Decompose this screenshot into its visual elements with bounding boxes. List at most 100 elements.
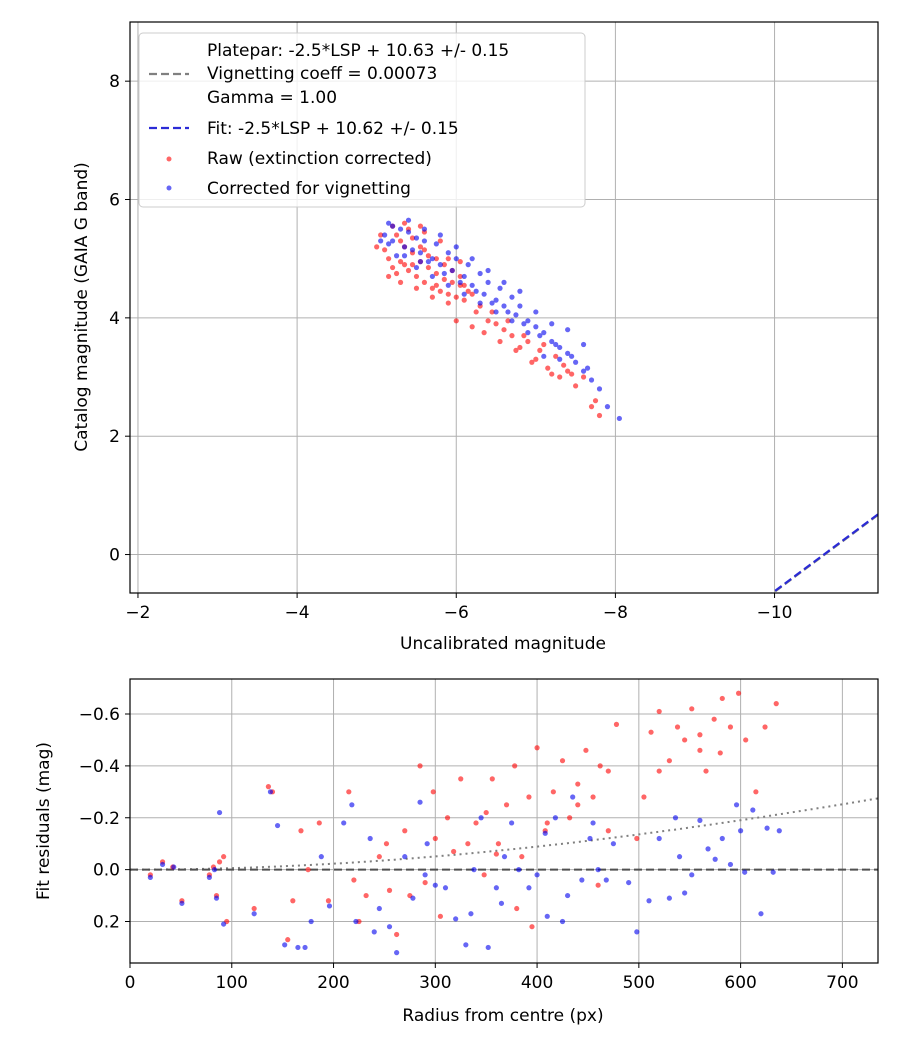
y-tick-label: 0.0 [93, 861, 120, 881]
corrected-point [382, 232, 388, 238]
corrected-point [579, 877, 585, 883]
corrected-point [179, 900, 185, 906]
raw-point [505, 318, 511, 324]
corrected-point [394, 950, 400, 956]
raw-point [762, 724, 768, 730]
top-x-axis-label: Uncalibrated magnitude [400, 634, 606, 654]
corrected-point [537, 333, 543, 339]
corrected-point [393, 253, 400, 259]
corrected-point [604, 404, 611, 410]
corrected-point [750, 807, 756, 813]
raw-point [534, 745, 540, 751]
raw-point [588, 404, 595, 410]
corrected-point [461, 273, 467, 280]
raw-point [719, 695, 725, 702]
top-scatter-points [374, 217, 622, 422]
corrected-point [422, 872, 428, 878]
raw-point [305, 867, 311, 873]
corrected-point [485, 279, 491, 285]
corrected-point [386, 924, 393, 930]
raw-point [401, 220, 408, 226]
raw-point [682, 737, 688, 743]
raw-point [697, 747, 703, 753]
corrected-point [367, 835, 373, 842]
corrected-point [389, 238, 396, 244]
raw-point [432, 835, 438, 842]
corrected-point [473, 288, 479, 294]
corrected-point [171, 864, 177, 870]
corrected-point [432, 882, 438, 888]
corrected-point [610, 841, 617, 847]
corrected-point [251, 911, 257, 917]
corrected-point [697, 817, 703, 823]
corrected-point [590, 820, 596, 826]
raw-point [526, 794, 532, 800]
corrected-point [666, 895, 672, 901]
raw-point [389, 264, 396, 271]
raw-point [648, 729, 654, 735]
corrected-point [587, 835, 593, 842]
corrected-point [413, 264, 420, 271]
raw-point [573, 383, 579, 389]
corrected-point [557, 344, 563, 351]
corrected-point [267, 789, 274, 795]
corrected-point [541, 330, 547, 336]
raw-point [503, 802, 510, 808]
corrected-point [498, 900, 505, 906]
corrected-point [549, 338, 555, 345]
raw-point [497, 338, 503, 345]
raw-point [444, 815, 451, 821]
corrected-point [557, 356, 563, 362]
raw-point [489, 776, 495, 782]
corrected-point [216, 809, 223, 816]
residuals-plot: 0 100 200 300 400 500 600 700 0.2 0.0 −0.2 −0.4 −0.6… [34, 678, 879, 1026]
top-axes-frame [129, 21, 879, 594]
raw-point [483, 809, 489, 816]
raw-point [773, 701, 779, 707]
top-y-axis-label: Catalog magnitude (GAIA G band) [72, 162, 92, 452]
raw-point [445, 300, 451, 306]
raw-point [378, 232, 384, 238]
x-tick-label: 300 [419, 973, 451, 993]
corrected-point [489, 300, 495, 306]
corrected-point [764, 825, 770, 831]
corrected-point [468, 911, 474, 917]
corrected-point [719, 835, 725, 842]
corrected-point [401, 253, 408, 259]
corrected-point [376, 905, 382, 912]
corrected-point [471, 867, 477, 873]
raw-point [545, 365, 551, 371]
raw-point [501, 327, 507, 333]
corrected-point [634, 929, 640, 935]
raw-point [553, 353, 559, 359]
raw-point [425, 264, 432, 271]
bottom-ticks: 0 100 200 300 400 500 600 700 0.2 0.0 −0.2 −0.4 −0.6 [79, 705, 859, 993]
raw-point [666, 758, 672, 764]
raw-point [529, 359, 535, 365]
corrected-point [501, 279, 507, 285]
corrected-point [573, 359, 579, 365]
corrected-point [738, 828, 744, 834]
raw-point [753, 789, 759, 795]
corrected-point [461, 291, 467, 297]
corrected-point [417, 250, 424, 256]
corrected-point [389, 223, 396, 229]
corrected-point [525, 330, 531, 336]
raw-point [374, 244, 380, 250]
raw-point [325, 898, 332, 904]
corrected-point [588, 377, 595, 383]
raw-point [481, 872, 487, 878]
corrected-point [477, 270, 483, 277]
corrected-point [493, 297, 499, 303]
raw-point [401, 262, 408, 268]
corrected-point [676, 854, 683, 860]
corrected-point [397, 226, 404, 232]
raw-point [567, 815, 573, 821]
raw-point [550, 789, 556, 795]
corrected-point [626, 879, 632, 886]
raw-point [457, 273, 463, 280]
x-tick-label: 500 [623, 973, 655, 993]
raw-point [437, 288, 443, 294]
